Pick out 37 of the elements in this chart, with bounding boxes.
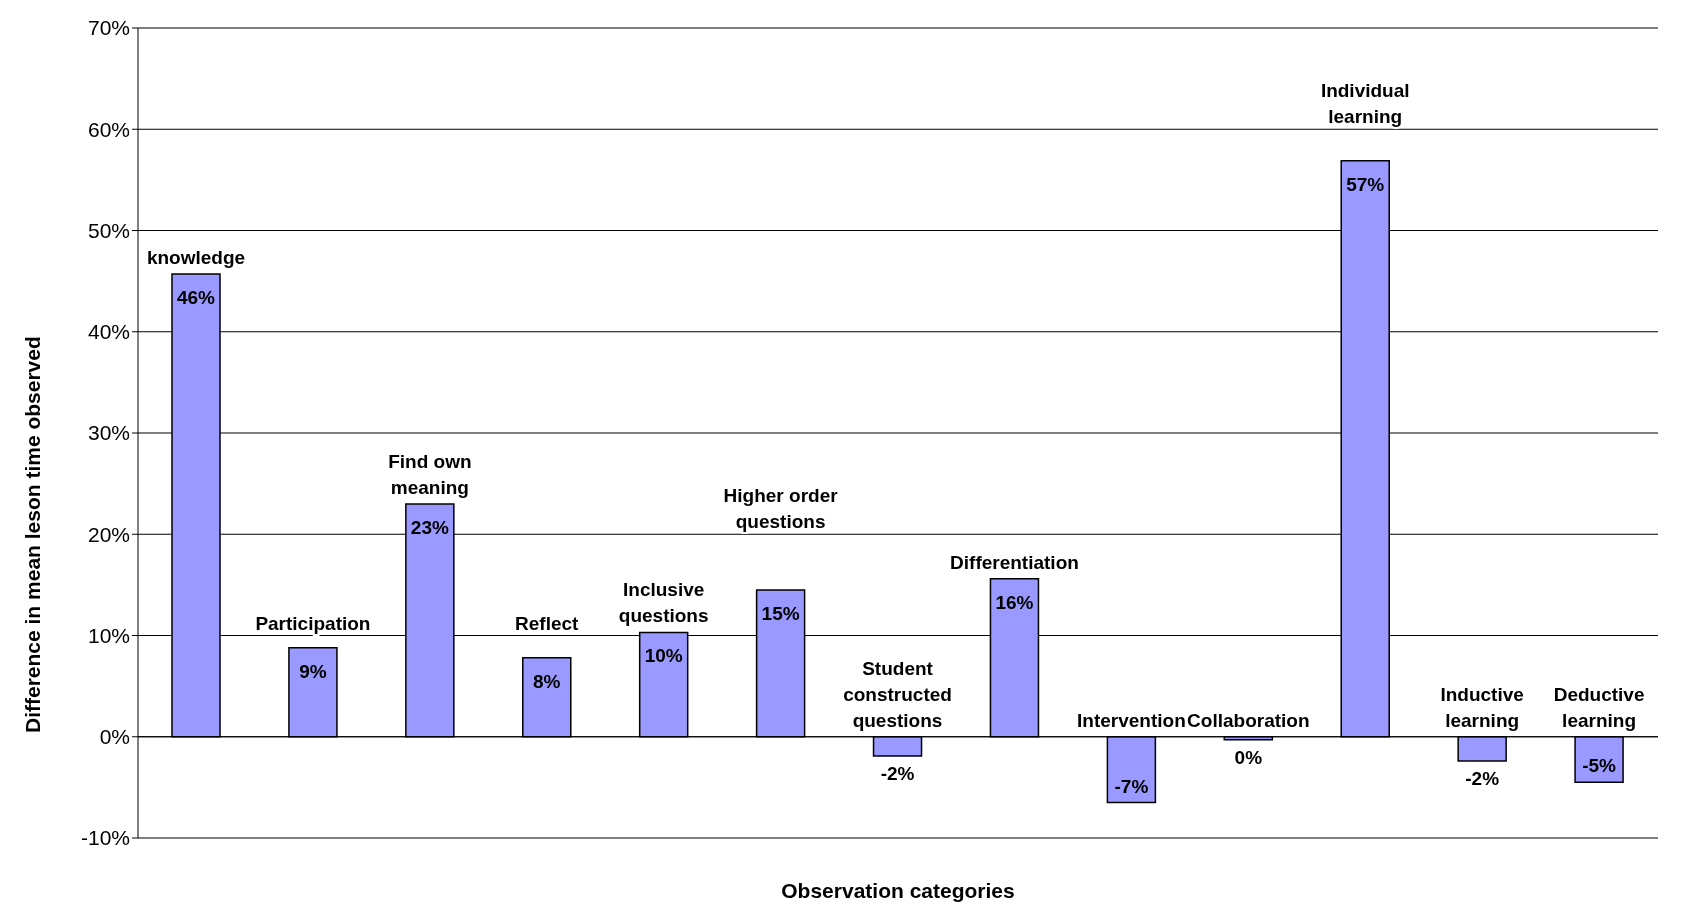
y-tick-label: 60% [87, 117, 130, 141]
x-tick-label: Differentiation [950, 551, 1079, 573]
data-label: -5% [1582, 755, 1617, 777]
y-axis-title: Difference in mean leson time observed [21, 336, 45, 733]
x-axis-title: Observation categories [781, 879, 1015, 902]
data-label: 46% [176, 287, 216, 309]
y-tick-label: 40% [87, 320, 130, 344]
x-tick-label: Student constructed questions [843, 657, 952, 731]
y-tick-label: 10% [87, 623, 130, 647]
data-label: 57% [1346, 173, 1385, 195]
x-tick-label: Deductive learning [1553, 683, 1645, 731]
data-label: -7% [1114, 775, 1149, 797]
y-tick-label: 30% [87, 421, 130, 445]
data-label: 23% [410, 516, 449, 538]
x-tick-label: Inductive learning [1440, 683, 1524, 731]
x-tick-label: Find own meaning [388, 450, 472, 498]
y-tick-label: 0% [99, 725, 130, 749]
data-label: 15% [761, 602, 800, 624]
data-label: 10% [644, 645, 683, 667]
data-label: 16% [995, 591, 1034, 613]
x-tick-label: Individual learning [1320, 80, 1410, 128]
x-tick-label: Intervention [1077, 709, 1186, 731]
y-tick-label: 50% [87, 218, 130, 242]
y-tick-label: -10% [80, 826, 130, 850]
data-label: -2% [880, 762, 915, 784]
data-label: 8% [533, 670, 561, 692]
y-tick-label: 70% [87, 16, 130, 40]
x-tick-label: Reflect [515, 612, 580, 634]
data-label: 9% [299, 660, 327, 682]
data-label: -2% [1465, 768, 1500, 790]
y-tick-label: 20% [87, 522, 130, 546]
x-tick-label: knowledge [146, 247, 246, 269]
x-tick-label: Inclusive questions [618, 579, 709, 627]
x-tick-label: Collaboration [1187, 709, 1310, 731]
data-label: 0% [1234, 746, 1263, 768]
x-tick-label: Higher order questions [723, 485, 839, 533]
x-tick-label: Participation [255, 612, 371, 634]
